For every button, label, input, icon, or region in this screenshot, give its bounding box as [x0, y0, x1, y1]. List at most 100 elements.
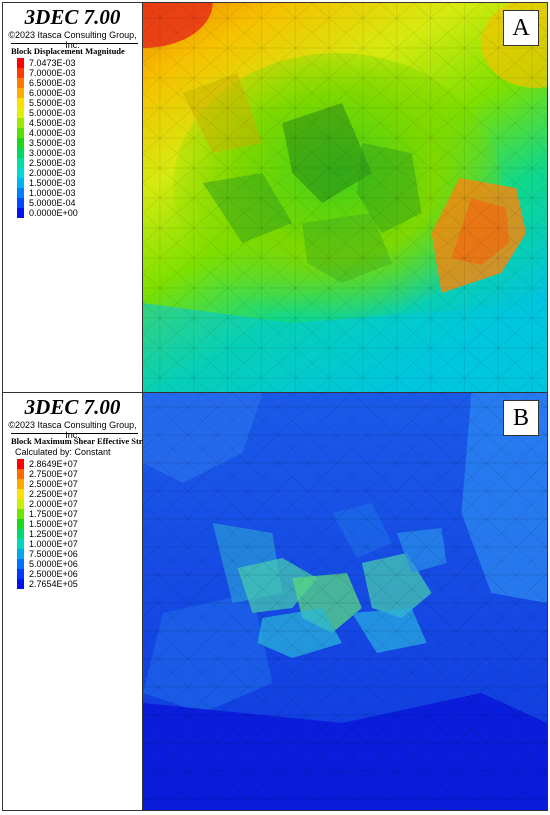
legend-item: 2.7500E+07	[17, 469, 78, 479]
legend-swatch	[17, 58, 24, 68]
legend-swatch	[17, 549, 24, 559]
legend-item: 2.0000E-03	[17, 168, 78, 178]
legend-item: 4.5000E-03	[17, 118, 78, 128]
legend-value: 1.0000E-03	[29, 188, 76, 198]
legend-divider	[11, 43, 138, 44]
legend-item: 4.0000E-03	[17, 128, 78, 138]
legend-swatch	[17, 178, 24, 188]
displacement-panel: 3DEC 7.00 ©2023 Itasca Consulting Group,…	[2, 2, 548, 393]
legend-subtitle: Calculated by: Constant	[15, 447, 111, 457]
legend-swatch	[17, 529, 24, 539]
legend-item: 7.0473E-03	[17, 58, 78, 68]
displacement-legend: 3DEC 7.00 ©2023 Itasca Consulting Group,…	[3, 3, 143, 392]
legend-value: 5.0000E-03	[29, 108, 76, 118]
legend-value: 7.0000E-03	[29, 68, 76, 78]
shear-stress-contour-view: B	[143, 393, 547, 810]
legend-value: 7.5000E+06	[29, 549, 78, 559]
legend-value: 1.5000E+07	[29, 519, 78, 529]
legend-swatch	[17, 579, 24, 589]
legend-swatch	[17, 479, 24, 489]
legend-value: 2.5000E+07	[29, 479, 78, 489]
legend-item: 1.2500E+07	[17, 529, 78, 539]
legend-value: 6.0000E-03	[29, 88, 76, 98]
copyright-notice: ©2023 Itasca Consulting Group, Inc.	[8, 30, 137, 50]
legend-swatch	[17, 469, 24, 479]
legend-item: 6.0000E-03	[17, 88, 78, 98]
legend-swatch	[17, 188, 24, 198]
legend-swatch	[17, 118, 24, 128]
legend-swatch	[17, 98, 24, 108]
legend-item: 3.0000E-03	[17, 148, 78, 158]
legend-swatch	[17, 138, 24, 148]
legend-item: 1.0000E-03	[17, 188, 78, 198]
legend-value: 1.2500E+07	[29, 529, 78, 539]
displacement-contour-view: A	[143, 3, 547, 392]
legend-value: 1.7500E+07	[29, 509, 78, 519]
legend-scale: 7.0473E-03 7.0000E-03 6.5000E-03 6.0000E-03…	[17, 58, 78, 218]
legend-swatch	[17, 489, 24, 499]
legend-swatch	[17, 198, 24, 208]
legend-item: 2.5000E-03	[17, 158, 78, 168]
legend-item: 6.5000E-03	[17, 78, 78, 88]
legend-value: 0.0000E+00	[29, 208, 78, 218]
legend-swatch	[17, 158, 24, 168]
legend-item: 1.5000E+07	[17, 519, 78, 529]
legend-swatch	[17, 499, 24, 509]
legend-value: 2.7500E+07	[29, 469, 78, 479]
legend-swatch	[17, 148, 24, 158]
legend-item: 2.2500E+07	[17, 489, 78, 499]
legend-swatch	[17, 168, 24, 178]
legend-value: 5.0000E+06	[29, 559, 78, 569]
app-title: 3DEC 7.00	[24, 5, 121, 29]
legend-swatch	[17, 569, 24, 579]
legend-value: 1.5000E-03	[29, 178, 76, 188]
legend-item: 2.7654E+05	[17, 579, 78, 589]
legend-item: 1.7500E+07	[17, 509, 78, 519]
legend-value: 3.5000E-03	[29, 138, 76, 148]
legend-item: 5.0000E+06	[17, 559, 78, 569]
shear-stress-contour-image	[143, 393, 547, 810]
legend-value: 2.5000E+06	[29, 569, 78, 579]
legend-value: 2.2500E+07	[29, 489, 78, 499]
legend-value: 2.0000E-03	[29, 168, 76, 178]
legend-item: 5.5000E-03	[17, 98, 78, 108]
legend-value: 5.0000E-04	[29, 198, 76, 208]
legend-value: 2.5000E-03	[29, 158, 76, 168]
legend-item: 2.5000E+07	[17, 479, 78, 489]
legend-item: 5.0000E-04	[17, 198, 78, 208]
legend-swatch	[17, 208, 24, 218]
legend-swatch	[17, 88, 24, 98]
legend-swatch	[17, 68, 24, 78]
displacement-contour-image	[143, 3, 547, 392]
legend-item: 2.8649E+07	[17, 459, 78, 469]
legend-title: Block Maximum Shear Effective Stress	[11, 436, 153, 446]
legend-swatch	[17, 108, 24, 118]
legend-title: Block Displacement Magnitude	[11, 46, 125, 56]
legend-value: 2.0000E+07	[29, 499, 78, 509]
legend-item: 2.0000E+07	[17, 499, 78, 509]
legend-item: 3.5000E-03	[17, 138, 78, 148]
shear-stress-panel: 3DEC 7.00 ©2023 Itasca Consulting Group,…	[2, 392, 548, 811]
panel-label-a: A	[503, 10, 539, 46]
shear-stress-legend: 3DEC 7.00 ©2023 Itasca Consulting Group,…	[3, 393, 153, 810]
legend-swatch	[17, 539, 24, 549]
legend-swatch	[17, 459, 24, 469]
legend-item: 7.5000E+06	[17, 549, 78, 559]
legend-item: 7.0000E-03	[17, 68, 78, 78]
legend-item: 1.0000E+07	[17, 539, 78, 549]
legend-value: 7.0473E-03	[29, 58, 76, 68]
legend-item: 2.5000E+06	[17, 569, 78, 579]
legend-scale: 2.8649E+07 2.7500E+07 2.5000E+07 2.2500E+07…	[17, 459, 78, 589]
legend-swatch	[17, 78, 24, 88]
copyright-notice: ©2023 Itasca Consulting Group, Inc.	[8, 420, 137, 440]
legend-value: 3.0000E-03	[29, 148, 76, 158]
legend-value: 4.0000E-03	[29, 128, 76, 138]
legend-swatch	[17, 559, 24, 569]
legend-value: 2.7654E+05	[29, 579, 78, 589]
legend-divider	[11, 433, 138, 434]
legend-value: 5.5000E-03	[29, 98, 76, 108]
legend-item: 5.0000E-03	[17, 108, 78, 118]
legend-value: 2.8649E+07	[29, 459, 78, 469]
legend-swatch	[17, 519, 24, 529]
legend-value: 6.5000E-03	[29, 78, 76, 88]
